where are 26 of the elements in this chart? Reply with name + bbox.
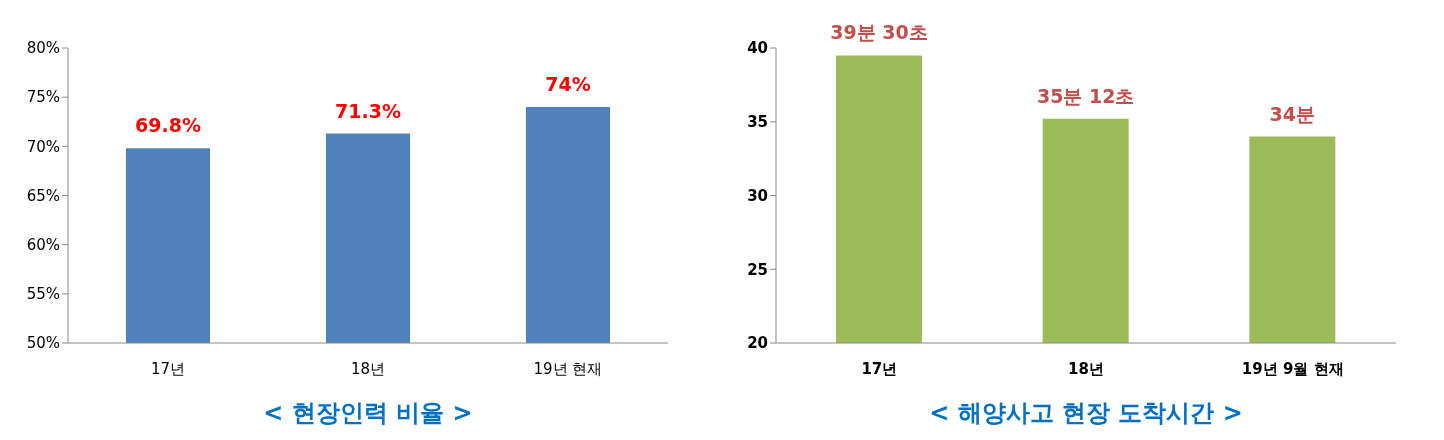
x-tick-label: 18년	[1068, 359, 1104, 378]
text: < 해양사고 현장 도착시간 >	[928, 398, 1244, 429]
data-label: 71.3%	[335, 99, 401, 122]
y-tick-label: 65%	[26, 186, 60, 205]
y-tick-label: 80%	[26, 39, 60, 58]
y-tick-label: 30	[747, 186, 768, 205]
y-tick-label: 40	[747, 39, 768, 58]
data-label: 74%	[545, 73, 591, 95]
text: < 현장인력 비율 >	[262, 398, 474, 429]
x-tick-label: 17년	[150, 359, 186, 378]
x-tick-label: 19년 9월 현재	[1241, 359, 1344, 378]
y-tick-label: 35	[747, 113, 768, 132]
x-tick-label: 18년	[350, 359, 386, 378]
y-tick-label: 55%	[26, 285, 60, 304]
x-tick-label: 17년	[861, 359, 898, 378]
data-label: 39분 30초	[830, 21, 928, 44]
data-label: 35분 12초	[1036, 84, 1135, 107]
y-tick-label: 50%	[26, 334, 60, 353]
data-label: 34분	[1269, 102, 1316, 125]
y-tick-label: 70%	[26, 137, 60, 156]
data-label: 69.8%	[135, 114, 201, 137]
x-tick-label: 19년 현재	[533, 359, 603, 378]
y-tick-label: 25	[747, 260, 768, 279]
y-tick-label: 60%	[26, 235, 60, 254]
y-tick-label: 20	[747, 334, 768, 353]
y-tick-label: 75%	[26, 88, 60, 107]
